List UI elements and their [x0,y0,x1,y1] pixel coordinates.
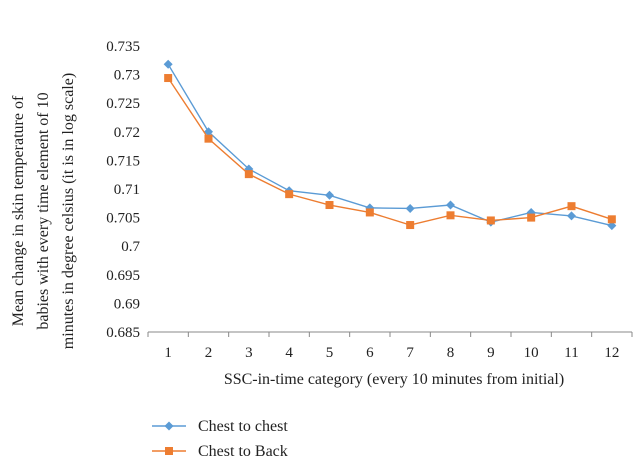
data-point [607,221,617,231]
series-layer [163,59,617,231]
y-tick-label: 0.72 [114,125,140,141]
x-axis-title: SSC-in-time category (every 10 minutes f… [224,371,564,388]
x-tick-label: 12 [604,345,619,361]
y-tick-label: 0.705 [106,211,140,227]
x-tick-label: 4 [285,345,293,361]
legend-item: Chest to Back [152,443,288,460]
data-point [325,190,334,200]
data-point [244,170,253,179]
y-tick-label: 0.69 [114,296,140,312]
data-point [285,190,294,199]
legend: Chest to chest Chest to Back [152,418,288,460]
x-tick-label: 1 [164,345,172,361]
data-point [204,134,213,143]
x-tick-label: 10 [524,345,539,361]
data-point [567,211,576,221]
y-axis-title-line: minutes in degree celsius (it is in log … [60,73,77,349]
x-tick-label: 7 [406,345,414,361]
legend-label: Chest to Back [198,443,288,460]
data-point [164,74,173,83]
y-axis-ticks: 0.685 0.69 0.695 0.7 0.705 0.71 0.715 0.72 0.725… [106,39,140,341]
y-axis-title: Mean change in skin temperature of babies… [10,73,77,349]
y-tick-label: 0.715 [106,153,140,169]
x-tick-label: 11 [564,345,578,361]
y-tick-label: 0.71 [114,182,140,198]
data-point [405,203,415,213]
legend-item: Chest to chest [152,418,288,435]
data-point [527,213,536,222]
y-tick-label: 0.7 [121,239,140,255]
y-tick-label: 0.73 [114,68,140,84]
x-tick-label: 2 [205,345,213,361]
data-point [163,59,173,69]
series-line [167,63,612,227]
legend-marker [165,447,173,455]
y-axis-title-line: Mean change in skin temperature of [10,95,27,326]
y-tick-label: 0.685 [106,325,140,341]
x-tick-label: 6 [366,345,374,361]
x-tick-label: 5 [326,345,334,361]
y-tick-label: 0.725 [106,96,140,112]
y-tick-label: 0.735 [106,39,140,55]
data-point [567,202,576,211]
x-tick-label: 3 [245,345,253,361]
y-axis-title-line: babies with every time element of 10 [35,92,52,329]
data-point [406,221,415,230]
legend-label: Chest to chest [198,418,288,435]
y-tick-label: 0.695 [106,268,140,284]
data-point [325,201,334,210]
data-point [365,208,374,217]
data-point [607,215,616,224]
data-point [486,216,495,225]
data-point [446,211,455,220]
x-tick-label: 9 [487,345,495,361]
data-point [446,200,455,210]
legend-marker [164,421,174,431]
x-tick-label: 8 [447,345,455,361]
x-axis-ticks: 1 2 3 4 5 6 7 8 9 10 11 12 [147,332,633,361]
series-line [167,77,613,226]
